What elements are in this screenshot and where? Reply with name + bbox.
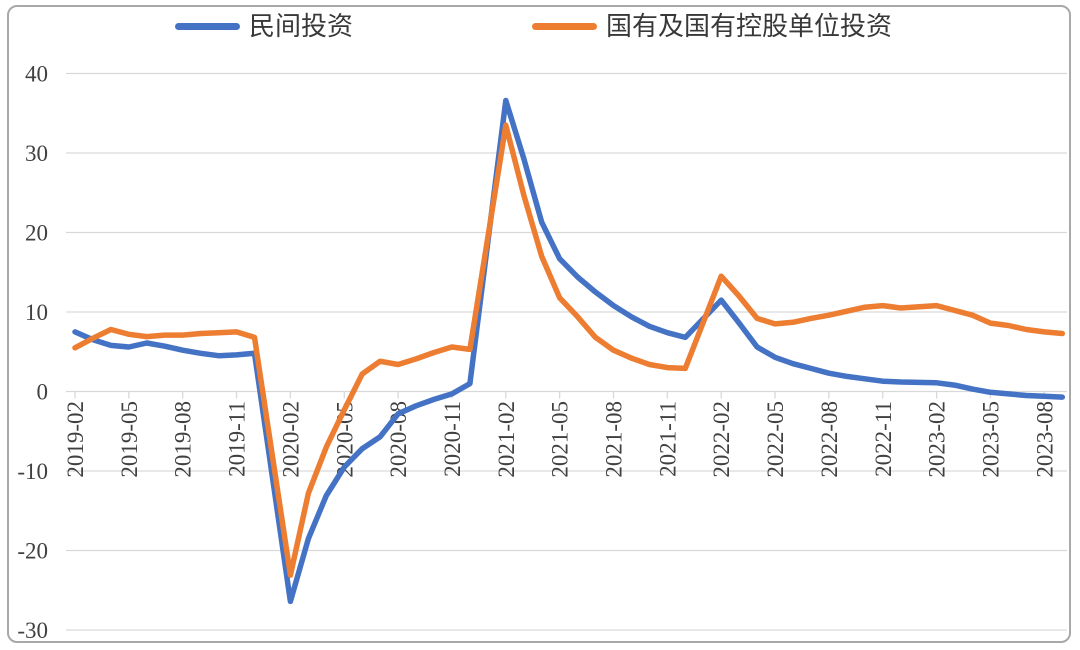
x-tick-label: 2021-08 [602, 401, 627, 478]
y-tick-label: -20 [17, 539, 48, 564]
series-line-private-investment [72, 97, 1066, 605]
x-axis-tick-labels: 2019-02 2019-05 2019-08 2019-11 2020-02 2020-… [63, 401, 1057, 478]
x-tick-label: 2021-05 [548, 401, 573, 478]
chart-frame [7, 5, 1071, 643]
x-tick-label: 2022-02 [709, 401, 734, 478]
y-axis-tick-labels: 40 30 20 10 0 -10 -20 -30 [17, 62, 48, 644]
x-tick-label: 2019-11 [225, 401, 250, 477]
y-tick-label: 30 [25, 141, 48, 166]
x-tick-label: 2020-11 [440, 401, 465, 477]
y-gridlines [66, 72, 1067, 631]
legend-label-state-investment: 国有及国有控股单位投资 [606, 11, 893, 41]
y-tick-label: 40 [25, 62, 48, 87]
x-tick-label: 2023-08 [1032, 401, 1057, 478]
series-line-state-investment [72, 122, 1066, 578]
x-tick-label: 2021-02 [494, 401, 519, 478]
legend-swatch-state-investment [532, 22, 597, 30]
legend-swatch-private-investment [175, 22, 240, 30]
legend-label-private-investment: 民间投资 [249, 11, 354, 41]
y-tick-label: -10 [17, 459, 48, 484]
x-tick-label: 2022-11 [871, 401, 896, 477]
legend-item-state-investment: 国有及国有控股单位投资 [532, 9, 892, 43]
y-tick-label: 20 [25, 221, 48, 246]
y-tick-label: -30 [17, 618, 48, 643]
x-tick-label: 2019-05 [117, 401, 142, 478]
legend-item-private-investment: 民间投资 [175, 9, 353, 43]
x-tick-label: 2021-11 [655, 401, 680, 477]
x-tick-label: 2022-05 [763, 401, 788, 478]
y-tick-label: 0 [37, 380, 49, 405]
x-tick-label: 2019-08 [171, 401, 196, 478]
x-axis-ticks [74, 391, 1045, 399]
x-tick-label: 2022-08 [817, 401, 842, 478]
x-tick-label: 2023-05 [978, 401, 1003, 478]
y-tick-label: 10 [25, 300, 48, 325]
x-tick-label: 2019-02 [63, 401, 88, 478]
x-tick-label: 2023-02 [925, 401, 950, 478]
x-tick-label: 2020-02 [278, 401, 303, 478]
